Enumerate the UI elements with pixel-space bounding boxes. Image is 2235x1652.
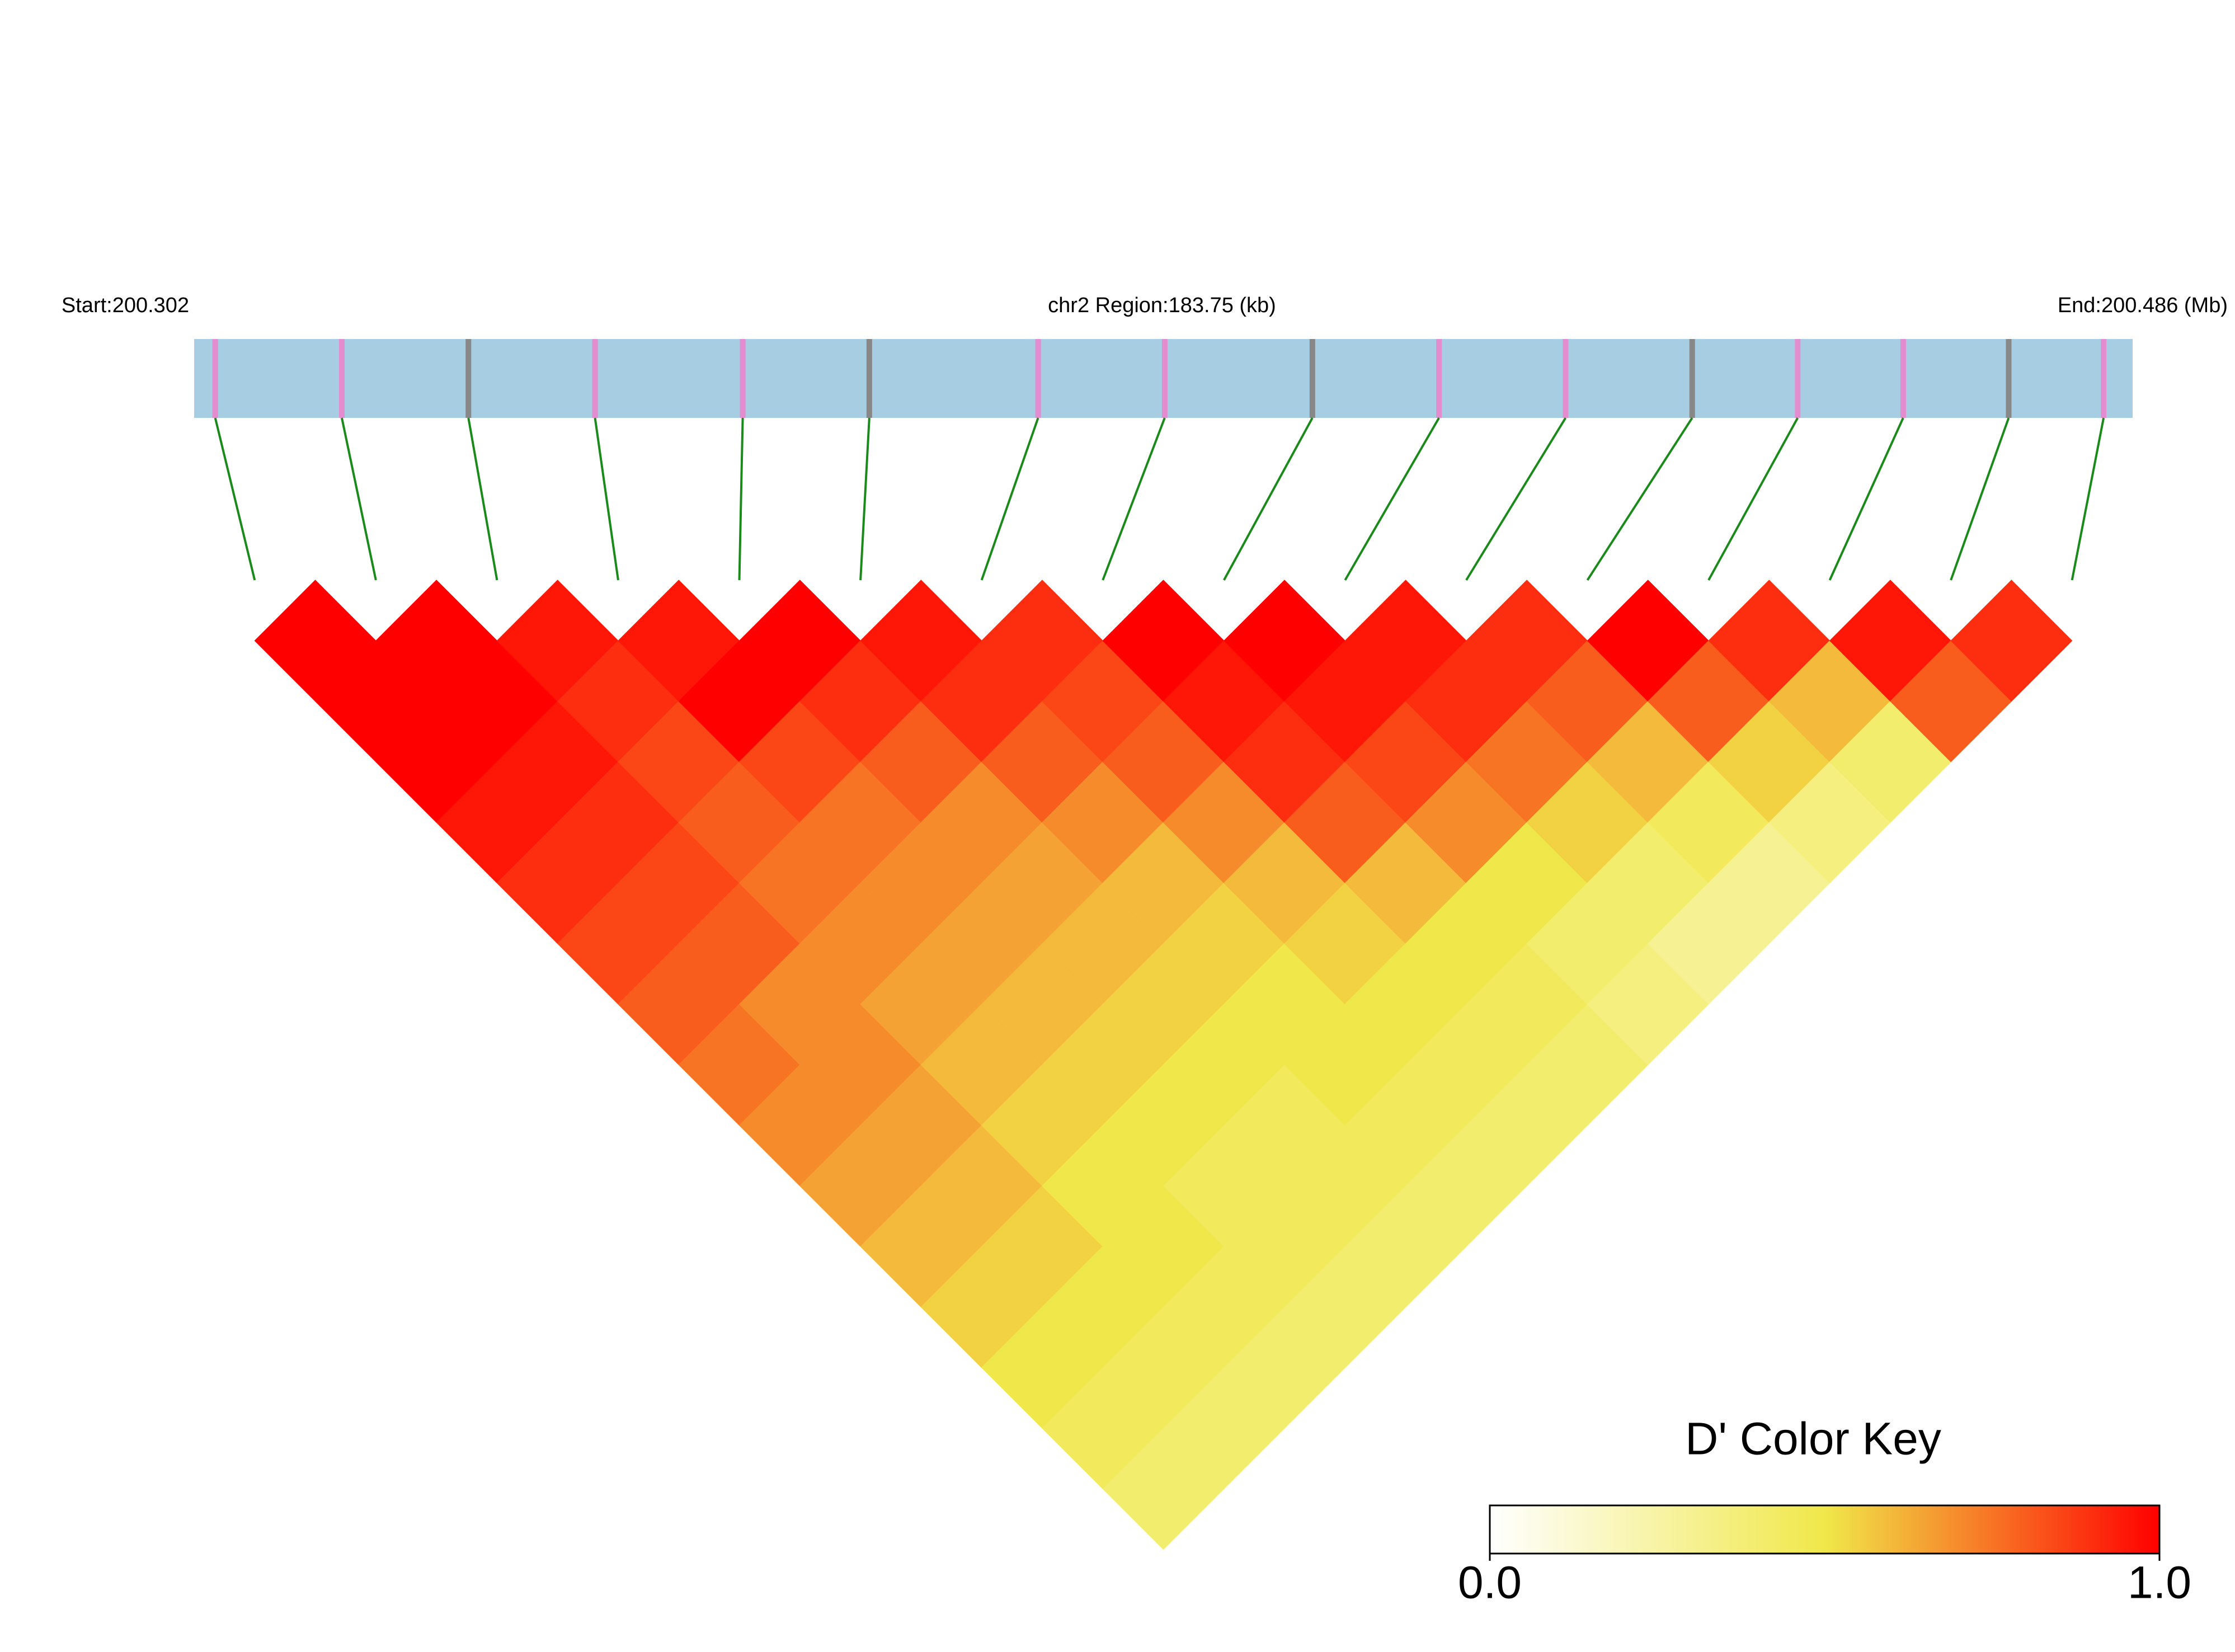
snp-stripe bbox=[2101, 339, 2107, 418]
snp-connector bbox=[738, 417, 744, 581]
snp-connector bbox=[594, 417, 619, 581]
snp-stripe bbox=[1161, 339, 1168, 418]
snp-stripe bbox=[1795, 339, 1801, 418]
snp-stripe bbox=[1436, 339, 1442, 418]
snp-stripe bbox=[592, 339, 598, 418]
snp-connector bbox=[2071, 417, 2105, 581]
snp-stripe bbox=[465, 339, 472, 418]
snp-stripe bbox=[1309, 339, 1315, 418]
snp-stripe bbox=[1563, 339, 1569, 418]
snp-stripe bbox=[212, 339, 218, 418]
snp-connector bbox=[1586, 417, 1693, 581]
key-tick-label: 0.0 bbox=[1458, 1557, 1522, 1608]
snp-stripe bbox=[1900, 339, 1906, 418]
snp-connector bbox=[1465, 417, 1567, 581]
snp-stripe bbox=[1689, 339, 1695, 418]
snp-connector bbox=[1828, 417, 1904, 581]
snp-connector bbox=[1950, 417, 2010, 581]
snp-connector bbox=[980, 417, 1039, 581]
snp-connector bbox=[1344, 417, 1440, 581]
snp-connector bbox=[1223, 417, 1314, 581]
ld-cell bbox=[1950, 580, 2073, 702]
key-title: D' Color Key bbox=[1685, 1414, 1941, 1465]
snp-connector bbox=[214, 417, 256, 581]
snp-stripe bbox=[866, 339, 872, 418]
snp-stripe bbox=[2006, 339, 2012, 418]
key-tick-label: 1.0 bbox=[2128, 1557, 2191, 1608]
snp-connector bbox=[1707, 417, 1799, 581]
snp-stripe bbox=[1035, 339, 1041, 418]
snp-stripe bbox=[740, 339, 746, 418]
start-label: Start:200.302 bbox=[62, 294, 189, 317]
snp-stripe bbox=[339, 339, 345, 418]
snp-connector bbox=[859, 417, 871, 581]
snp-connector bbox=[1102, 417, 1166, 581]
color-key-bar bbox=[1489, 1504, 2161, 1555]
snp-connector bbox=[467, 417, 498, 581]
end-label: End:200.486 (Mb) bbox=[2058, 294, 2228, 317]
chart-title: chr2 Region:183.75 (kb) bbox=[1048, 294, 1276, 317]
snp-connector bbox=[341, 417, 377, 581]
